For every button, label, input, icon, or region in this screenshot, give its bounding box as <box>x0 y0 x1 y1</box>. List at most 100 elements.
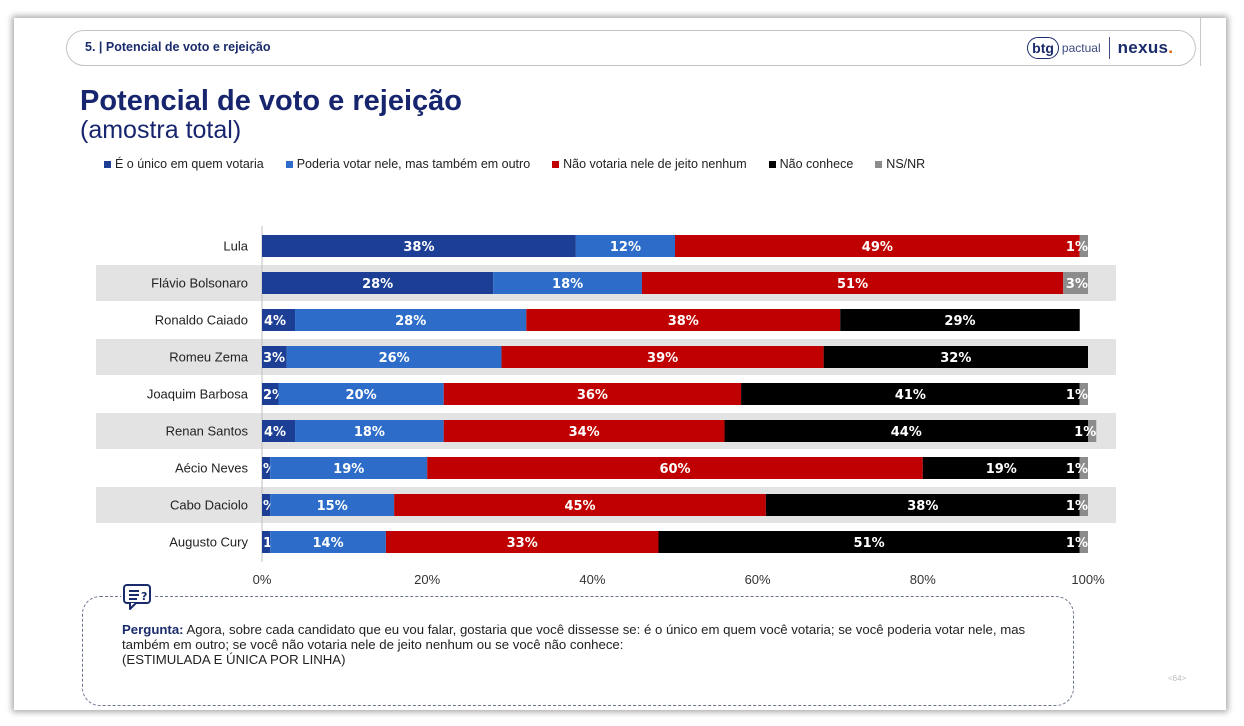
data-label: 3% <box>1066 277 1088 292</box>
svg-text:?: ? <box>141 590 147 603</box>
bar-segment <box>724 420 1088 442</box>
bar-segment <box>262 531 271 553</box>
legend-swatch-would-not <box>552 160 560 168</box>
question-box <box>82 596 1074 706</box>
bar-segment <box>1079 383 1088 405</box>
data-label: 15% <box>317 499 348 514</box>
data-label: 29% <box>944 314 975 329</box>
bar-segment <box>922 457 1080 479</box>
x-tick-label: 100% <box>1071 572 1105 587</box>
data-label: 1% <box>1066 462 1088 477</box>
x-tick-label: 20% <box>414 572 440 587</box>
bar-segment <box>270 457 428 479</box>
page-subtitle: (amostra total) <box>80 116 242 144</box>
data-label: 33% <box>507 536 538 551</box>
bar-segment <box>262 457 271 479</box>
data-label: 19% <box>986 462 1017 477</box>
bar-segment <box>1079 457 1088 479</box>
data-label: 51% <box>837 277 868 292</box>
section-header: 5. | Potencial de voto e rejeição btg pa… <box>66 30 1196 66</box>
bar-segment <box>262 346 287 368</box>
x-tick-label: 40% <box>579 572 605 587</box>
data-label: 12% <box>610 240 641 255</box>
data-label: 14% <box>313 536 344 551</box>
legend-item-nsnr: NS/NR <box>875 157 925 171</box>
data-label: 45% <box>564 499 595 514</box>
section-title: 5. | Potencial de voto e rejeição <box>85 40 271 54</box>
logos: btg pactual nexus. <box>1027 37 1173 59</box>
logo-separator <box>1108 37 1110 59</box>
x-tick-label: 60% <box>745 572 771 587</box>
data-label: 4% <box>264 425 286 440</box>
bar-segment <box>262 235 576 257</box>
bar-segment <box>1063 272 1088 294</box>
category-label: Renan Santos <box>166 424 249 439</box>
bar-segment <box>675 235 1080 257</box>
data-label: 38% <box>907 499 938 514</box>
legend-item-would-not: Não votaria nele de jeito nenhum <box>552 157 747 171</box>
bar-segment <box>427 457 923 479</box>
data-label: 28% <box>362 277 393 292</box>
data-label: 3% <box>263 351 285 366</box>
bar-segment <box>262 383 279 405</box>
category-label: Lula <box>223 239 248 254</box>
corner-line <box>1200 18 1201 66</box>
bar-segment <box>575 235 675 257</box>
nexus-logo: nexus <box>1117 38 1169 57</box>
category-label: Romeu Zema <box>169 350 249 365</box>
bar-segment <box>270 531 386 553</box>
category-label: Augusto Cury <box>169 535 248 550</box>
data-label: 18% <box>354 425 385 440</box>
bar-segment <box>765 494 1080 516</box>
legend-label-only: É o único em quem votaria <box>115 157 264 171</box>
bar-segment <box>262 494 271 516</box>
data-label: 1% <box>1066 388 1088 403</box>
data-label: 36% <box>577 388 608 403</box>
data-label: 34% <box>569 425 600 440</box>
bar-segment <box>394 494 766 516</box>
btg-logo: btg <box>1027 37 1059 59</box>
bar-segment <box>295 420 444 442</box>
bar-segment <box>526 309 841 331</box>
bar-segment <box>840 309 1080 331</box>
data-label: 28% <box>395 314 426 329</box>
x-tick-label: 80% <box>910 572 936 587</box>
legend-swatch-nsnr <box>875 160 883 168</box>
legend-label-nsnr: NS/NR <box>886 157 926 171</box>
x-tick-label: 0% <box>253 572 272 587</box>
question-bubble-icon: ? <box>121 583 155 611</box>
legend-swatch-unknown <box>768 160 776 168</box>
data-label: 1% <box>1066 536 1088 551</box>
nexus-logo-dot: . <box>1168 38 1173 57</box>
data-label: 1% <box>1074 425 1096 440</box>
bar-segment <box>278 383 444 405</box>
category-label: Joaquim Barbosa <box>147 387 249 402</box>
bar-segment <box>741 383 1080 405</box>
bar-segment <box>443 420 725 442</box>
legend-label-could: Poderia votar nele, mas também em outro <box>296 157 531 171</box>
data-label: 18% <box>552 277 583 292</box>
bar-segment <box>270 494 395 516</box>
legend-label-unknown: Não conhece <box>779 157 854 171</box>
question-label: Pergunta: <box>122 622 184 637</box>
legend-item-could: Poderia votar nele, mas também em outro <box>285 157 531 171</box>
data-label: 1% <box>1066 240 1088 255</box>
data-label: 44% <box>891 425 922 440</box>
category-label: Flávio Bolsonaro <box>151 276 248 291</box>
legend-swatch-could <box>285 160 293 168</box>
bar-segment <box>262 420 296 442</box>
question-body: Agora, sobre cada candidato que eu vou f… <box>122 622 1026 652</box>
pactual-logo-text: pactual <box>1061 41 1101 55</box>
data-label: 26% <box>379 351 410 366</box>
bar-segment <box>385 531 659 553</box>
bar-segment <box>641 272 1064 294</box>
legend-label-would-not: Não votaria nele de jeito nenhum <box>563 157 747 171</box>
data-label: 38% <box>668 314 699 329</box>
page-number: <64> <box>1168 674 1187 683</box>
bar-segment <box>295 309 527 331</box>
legend-item-only: É o único em quem votaria <box>104 157 264 171</box>
bar-segment <box>262 272 494 294</box>
category-label: Aécio Neves <box>175 461 248 476</box>
data-label: 32% <box>940 351 971 366</box>
